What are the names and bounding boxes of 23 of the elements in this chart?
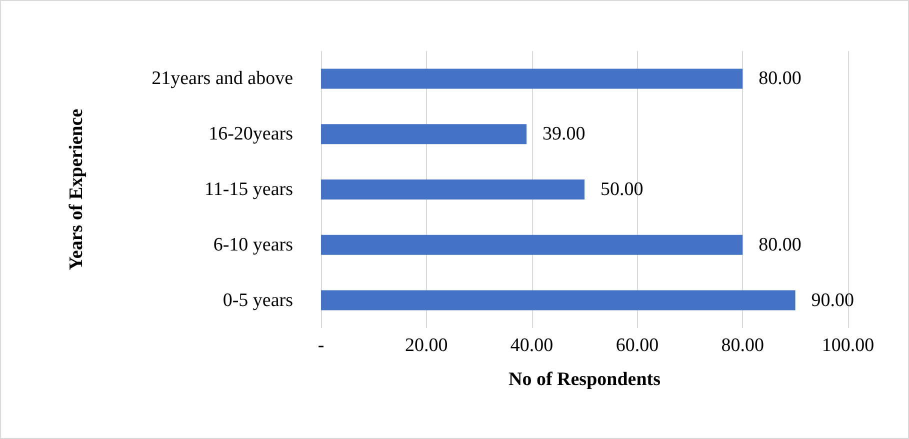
x-tick-label: 60.00 [616, 335, 659, 356]
data-label: 39.00 [542, 124, 586, 145]
x-axis-title: No of Respondents [508, 369, 661, 390]
y-tick-label: 11-15 years [204, 179, 293, 200]
x-tick-label: 20.00 [405, 335, 448, 356]
data-label: 50.00 [600, 179, 644, 200]
data-label: 80.00 [758, 234, 802, 256]
y-tick-label: 6-10 years [213, 234, 293, 256]
bar [321, 290, 796, 310]
y-tick-label: 0-5 years [222, 290, 293, 311]
x-tick-label: 40.00 [510, 335, 554, 356]
y-axis-title: Years of Experience [66, 108, 87, 270]
data-label: 80.00 [758, 68, 802, 90]
y-tick-label: 21years and above [152, 68, 293, 90]
bar [321, 234, 743, 255]
bar [321, 68, 743, 89]
bar [321, 180, 584, 200]
y-tick-label: 16-20years [208, 124, 293, 145]
bar [321, 124, 527, 144]
x-tick-label: 80.00 [721, 335, 764, 356]
x-tick-label: 100.00 [822, 335, 874, 356]
data-label: 90.00 [811, 290, 854, 311]
x-tick-label: - [318, 335, 324, 356]
